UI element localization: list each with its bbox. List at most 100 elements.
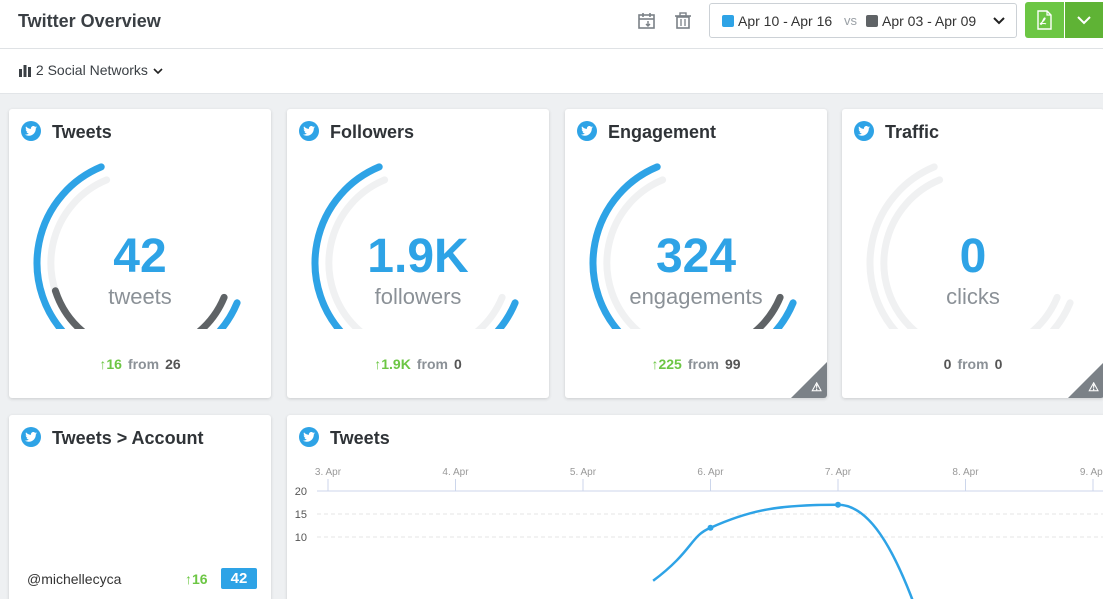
previous-value: 99	[724, 356, 741, 372]
card-title-text: Engagement	[608, 122, 717, 142]
metric-comparison: ↑16 from 26	[9, 356, 271, 372]
vs-label: vs	[844, 13, 857, 28]
from-label: from	[416, 356, 448, 372]
gauge-current-arc	[589, 163, 797, 329]
from-label: from	[957, 356, 989, 372]
metric-value: 0	[959, 230, 987, 283]
metric-comparison: ↑1.9K from 0	[287, 356, 549, 372]
data-point[interactable]	[707, 524, 714, 531]
y-tick-label: 10	[295, 532, 307, 544]
twitter-icon	[854, 121, 874, 141]
gauge-current-arc	[311, 163, 519, 329]
current-compare-value: 0	[943, 356, 952, 372]
warning-icon[interactable]: ⚠	[1088, 380, 1099, 394]
delta-value: ↑1.9K	[374, 356, 411, 372]
metric-card-tweets: Tweets 42 tweets ↑16 from 26	[9, 109, 271, 398]
previous-value: 0	[453, 356, 462, 372]
twitter-icon	[577, 121, 597, 141]
date-range-select[interactable]: Apr 10 - Apr 16 vs Apr 03 - Apr 09	[709, 3, 1017, 38]
account-count-badge: 42	[221, 568, 257, 589]
gauge-inner-track	[325, 176, 506, 329]
account-delta-value: 16	[192, 571, 208, 587]
bar-chart-icon	[19, 65, 31, 77]
card-title: Engagement	[577, 121, 716, 143]
card-title: Traffic	[854, 121, 939, 143]
card-title-text: Traffic	[885, 122, 940, 142]
metric-value: 42	[113, 230, 167, 283]
warning-icon[interactable]: ⚠	[811, 380, 822, 394]
warning-corner[interactable]	[791, 362, 827, 398]
x-tick-label: 7. Apr	[825, 467, 852, 478]
social-networks-dropdown[interactable]: 2 Social Networks	[18, 62, 164, 78]
previous-range-label: Apr 03 - Apr 09	[882, 13, 977, 29]
x-tick-label: 5. Apr	[570, 467, 597, 478]
twitter-icon	[21, 427, 41, 447]
warning-corner[interactable]	[1068, 362, 1103, 398]
metric-unit: tweets	[108, 284, 172, 309]
y-tick-label: 20	[295, 486, 307, 498]
metric-value: 324	[655, 230, 737, 283]
twitter-icon	[299, 121, 319, 141]
social-networks-label: 2 Social Networks	[35, 62, 148, 78]
list-item[interactable]: @michellecyca ↑16 42	[9, 567, 271, 591]
account-delta: ↑16	[185, 571, 208, 587]
chevron-down-icon	[153, 68, 163, 75]
x-tick-label: 8. Apr	[952, 467, 979, 478]
current-range-swatch	[722, 15, 734, 27]
previous-value: 0	[994, 356, 1003, 372]
gauge-inner-track	[880, 176, 1061, 329]
card-title-text: Tweets	[52, 122, 112, 142]
previous-value: 26	[165, 356, 181, 372]
x-tick-label: 9. Apr	[1080, 467, 1103, 478]
top-bar: Twitter Overview Apr 10 - Apr 16 vs Apr …	[0, 0, 1103, 49]
metric-value: 1.9K	[367, 230, 469, 283]
chart-title: Tweets	[330, 428, 390, 448]
metric-card-traffic: Traffic 0 clicks 0 from 0 ⚠	[842, 109, 1103, 398]
filter-bar: 2 Social Networks	[0, 49, 1103, 94]
metric-comparison: ↑225 from 99	[565, 356, 827, 372]
card-title: Followers	[299, 121, 414, 143]
card-title-text: Followers	[330, 122, 415, 142]
metric-card-followers: Followers 1.9K followers ↑1.9K from 0	[287, 109, 549, 398]
trash-icon[interactable]	[672, 10, 694, 32]
card-title: Tweets	[299, 427, 390, 449]
tweets-line-chart: 3. Apr 4. Apr 5. Apr 6. Apr 7. Apr 8. Apr 9. A…	[295, 467, 1103, 599]
x-tick-label: 6. Apr	[697, 467, 724, 478]
delta-value: ↑225	[651, 356, 682, 372]
data-point[interactable]	[835, 501, 841, 508]
from-label: from	[687, 356, 719, 372]
account-handle: @michellecyca	[27, 571, 122, 587]
previous-range-swatch	[866, 15, 878, 27]
gauge	[866, 163, 1074, 329]
delta-value: ↑16	[99, 356, 122, 372]
chevron-down-icon	[1077, 16, 1091, 25]
card-title: Tweets	[21, 121, 112, 143]
current-range-label: Apr 10 - Apr 16	[738, 13, 833, 29]
gauge	[589, 163, 797, 329]
y-tick-label: 15	[295, 509, 307, 521]
gauge	[311, 163, 519, 329]
metric-card-engagement: Engagement 324 engagements ↑225 from 99 ⚠	[565, 109, 827, 398]
export-options-button[interactable]	[1065, 2, 1103, 38]
gauge-previous-arc	[752, 293, 784, 329]
gauge-previous-arc	[51, 287, 228, 329]
card-title-text: Tweets > Account	[52, 428, 204, 448]
card-title: Tweets > Account	[21, 427, 204, 449]
export-pdf-button[interactable]	[1025, 2, 1064, 38]
tweets-by-account-card: Tweets > Account @michellecyca ↑16 42	[9, 415, 271, 599]
twitter-icon	[21, 121, 41, 141]
series-line	[652, 503, 914, 599]
gauge-inner-track	[603, 176, 784, 329]
gauge-track	[866, 163, 1074, 329]
metric-unit: followers	[374, 284, 462, 309]
metric-unit: engagements	[629, 284, 763, 309]
calendar-icon[interactable]	[636, 10, 658, 32]
from-label: from	[127, 356, 160, 372]
gauge-current-arc	[33, 163, 241, 329]
twitter-icon	[299, 427, 319, 447]
tweets-chart-card: Tweets 3. Apr 4. Apr 5. Apr 6. Apr 7. Apr 8. …	[287, 415, 1103, 599]
metric-unit: clicks	[946, 284, 1000, 309]
chevron-down-icon	[993, 17, 1005, 25]
metric-comparison: 0 from 0	[842, 356, 1103, 372]
x-tick-label: 3. Apr	[315, 467, 342, 478]
